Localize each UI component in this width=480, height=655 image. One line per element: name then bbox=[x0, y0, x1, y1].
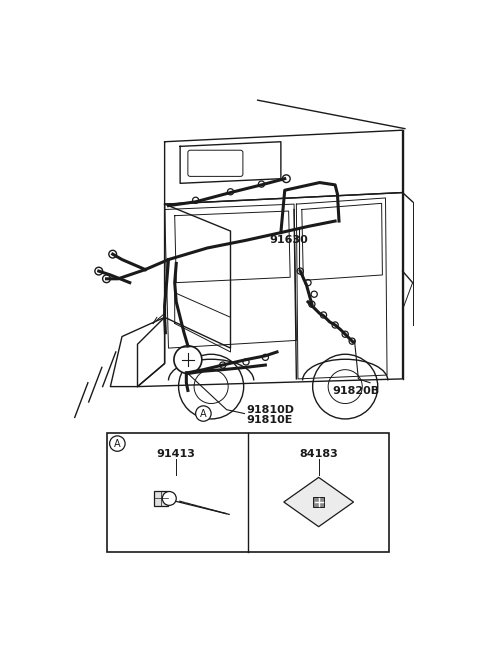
Circle shape bbox=[262, 354, 268, 360]
Circle shape bbox=[349, 338, 355, 345]
Text: 91810E: 91810E bbox=[246, 415, 292, 426]
Bar bbox=[313, 496, 324, 508]
FancyBboxPatch shape bbox=[188, 150, 243, 176]
Circle shape bbox=[162, 491, 176, 506]
Text: 91413: 91413 bbox=[157, 449, 196, 459]
Circle shape bbox=[311, 291, 317, 297]
Circle shape bbox=[109, 250, 117, 258]
Text: 91810D: 91810D bbox=[246, 405, 294, 415]
Circle shape bbox=[342, 331, 348, 337]
Circle shape bbox=[196, 406, 211, 421]
Circle shape bbox=[332, 322, 338, 328]
Bar bbox=[107, 433, 389, 552]
Text: 91630: 91630 bbox=[269, 235, 308, 246]
Polygon shape bbox=[284, 477, 354, 527]
Text: A: A bbox=[200, 409, 207, 419]
Circle shape bbox=[109, 436, 125, 451]
Circle shape bbox=[228, 189, 234, 195]
Circle shape bbox=[220, 362, 226, 368]
Text: A: A bbox=[114, 439, 120, 449]
Circle shape bbox=[243, 359, 249, 365]
Circle shape bbox=[103, 275, 110, 283]
Circle shape bbox=[95, 267, 103, 275]
Circle shape bbox=[309, 301, 315, 307]
Text: 84183: 84183 bbox=[300, 449, 338, 459]
Circle shape bbox=[321, 312, 326, 318]
Circle shape bbox=[192, 197, 199, 203]
Bar bbox=[154, 491, 168, 506]
Text: 91820B: 91820B bbox=[333, 386, 380, 396]
Circle shape bbox=[258, 181, 264, 187]
Circle shape bbox=[297, 268, 303, 274]
Circle shape bbox=[282, 175, 290, 183]
Circle shape bbox=[174, 346, 202, 373]
Circle shape bbox=[305, 280, 311, 286]
